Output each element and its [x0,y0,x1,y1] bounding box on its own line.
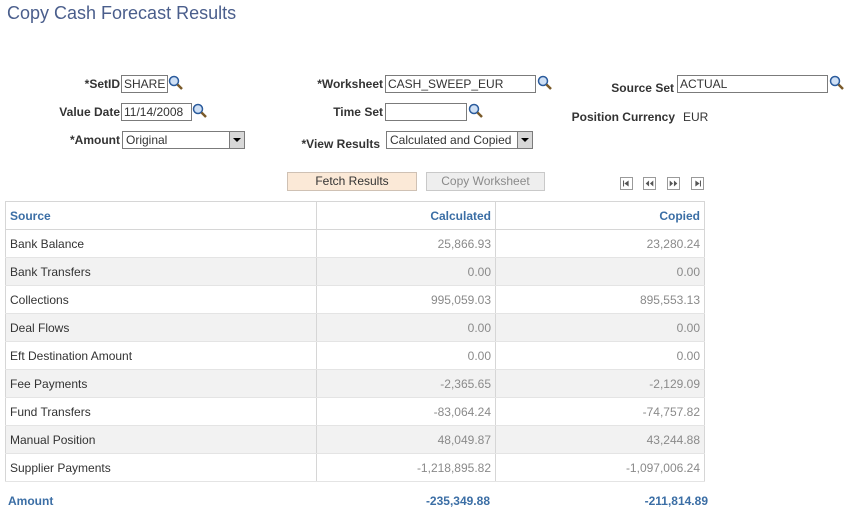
time-set-field[interactable] [385,103,467,121]
copied-cell: -2,129.09 [495,369,705,398]
source-cell: Deal Flows [5,313,317,342]
source-cell: Bank Transfers [5,257,317,286]
table-row: Bank Transfers 0.00 0.00 [5,257,705,286]
column-header-copied[interactable]: Copied [495,201,705,230]
table-row: Collections 995,059.03 895,553.13 [5,285,705,314]
source-cell: Bank Balance [5,229,317,258]
value-date-lookup-icon[interactable] [192,103,208,119]
table-row: Fund Transfers -83,064.24 -74,757.82 [5,397,705,426]
copied-cell: 0.00 [495,313,705,342]
source-set-lookup-icon[interactable] [829,75,845,91]
grid-header-row: Source Calculated Copied [5,201,705,230]
view-results-select-value: Calculated and Copied [390,133,512,147]
total-calculated-value: -235,349.88 [425,494,490,508]
copied-cell: 43,244.88 [495,425,705,454]
first-page-icon[interactable] [620,177,633,190]
copied-cell: -1,097,006.24 [495,453,705,482]
value-date-label: Value Date [59,105,120,119]
view-results-label: *View Results [301,137,380,151]
fetch-results-button[interactable]: Fetch Results [287,172,417,191]
time-set-label: Time Set [333,105,383,119]
total-amount-label: Amount [8,494,54,508]
view-results-select[interactable]: Calculated and Copied [386,131,533,149]
copied-cell: 0.00 [495,257,705,286]
copied-cell: 0.00 [495,341,705,370]
previous-page-icon[interactable] [643,177,656,190]
table-row: Deal Flows 0.00 0.00 [5,313,705,342]
setid-field[interactable]: SHARE [121,75,168,93]
setid-label: *SetID [84,77,120,91]
results-grid: Source Calculated Copied Bank Balance 25… [5,201,705,482]
table-row: Eft Destination Amount 0.00 0.00 [5,341,705,370]
source-cell: Eft Destination Amount [5,341,317,370]
position-currency-label: Position Currency [571,110,675,124]
calculated-cell: 995,059.03 [316,285,496,314]
chevron-down-icon [517,132,532,148]
calculated-cell: 0.00 [316,313,496,342]
setid-lookup-icon[interactable] [168,75,184,91]
source-cell: Fund Transfers [5,397,317,426]
value-date-field[interactable]: 11/14/2008 [121,103,192,121]
amount-select[interactable]: Original [122,131,245,149]
calculated-cell: -83,064.24 [316,397,496,426]
table-row: Supplier Payments -1,218,895.82 -1,097,0… [5,453,705,482]
table-row: Fee Payments -2,365.65 -2,129.09 [5,369,705,398]
position-currency-value: EUR [683,110,709,124]
copied-cell: -74,757.82 [495,397,705,426]
source-cell: Collections [5,285,317,314]
worksheet-field[interactable]: CASH_SWEEP_EUR [385,75,536,93]
table-row: Bank Balance 25,866.93 23,280.24 [5,229,705,258]
source-set-label: Source Set [611,81,674,95]
next-page-icon[interactable] [667,177,680,190]
page-title: Copy Cash Forecast Results [7,3,237,23]
amount-label: *Amount [70,133,120,147]
calculated-cell: -1,218,895.82 [316,453,496,482]
calculated-cell: -2,365.65 [316,369,496,398]
calculated-cell: 0.00 [316,341,496,370]
table-row: Manual Position 48,049.87 43,244.88 [5,425,705,454]
amount-select-value: Original [126,133,168,147]
column-header-calculated[interactable]: Calculated [316,201,496,230]
source-cell: Fee Payments [5,369,317,398]
copied-cell: 895,553.13 [495,285,705,314]
last-page-icon[interactable] [691,177,704,190]
copied-cell: 23,280.24 [495,229,705,258]
worksheet-label: *Worksheet [317,77,383,91]
source-cell: Manual Position [5,425,317,454]
calculated-cell: 0.00 [316,257,496,286]
column-header-source[interactable]: Source [5,201,317,230]
time-set-lookup-icon[interactable] [468,103,484,119]
copy-worksheet-button[interactable]: Copy Worksheet [426,172,545,191]
calculated-cell: 48,049.87 [316,425,496,454]
worksheet-lookup-icon[interactable] [537,75,553,91]
source-cell: Supplier Payments [5,453,317,482]
total-copied-value: -211,814.89 [644,494,708,508]
chevron-down-icon [229,132,244,148]
calculated-cell: 25,866.93 [316,229,496,258]
source-set-field[interactable]: ACTUAL [677,75,828,93]
